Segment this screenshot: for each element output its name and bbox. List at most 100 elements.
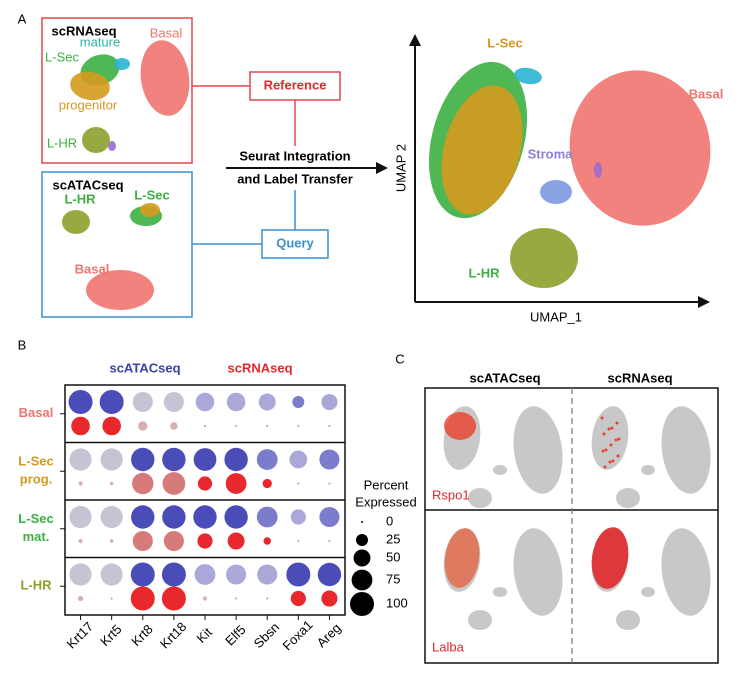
label: 0 xyxy=(386,513,393,528)
dot xyxy=(69,448,92,471)
dot xyxy=(328,482,331,485)
dot xyxy=(319,506,340,528)
dot xyxy=(100,563,123,586)
label: 50 xyxy=(386,549,400,564)
arrow-head xyxy=(698,296,710,308)
cell-cluster xyxy=(513,406,563,494)
arrow-head xyxy=(409,34,421,46)
cell-cluster xyxy=(82,127,110,153)
cell-cluster xyxy=(70,71,110,101)
dot xyxy=(69,563,92,586)
cell xyxy=(609,443,613,447)
label: Basal xyxy=(689,86,724,101)
dot xyxy=(292,396,305,408)
cell-cluster xyxy=(493,465,507,475)
dot xyxy=(162,447,186,472)
dot xyxy=(132,530,153,552)
dot xyxy=(131,447,155,472)
dot xyxy=(130,562,155,587)
cell-cluster xyxy=(616,610,640,630)
dot xyxy=(193,448,217,471)
label: L-HR xyxy=(20,578,52,593)
dot xyxy=(132,472,154,495)
label: Basal xyxy=(75,261,110,276)
dot xyxy=(263,537,272,545)
label: scATACseq xyxy=(52,177,123,192)
cell-cluster xyxy=(468,488,492,508)
dot xyxy=(68,390,93,414)
arrow-head xyxy=(376,162,388,174)
dot xyxy=(161,586,186,611)
dot xyxy=(131,505,155,529)
label: and Label Transfer xyxy=(237,171,353,186)
cell-cluster xyxy=(510,228,578,288)
cell-cluster xyxy=(591,406,629,470)
label: progenitor xyxy=(59,97,118,112)
label: scRNAseq xyxy=(51,23,116,38)
label: Query xyxy=(276,235,314,250)
label: Rspo1 xyxy=(432,487,470,502)
text-backdrop xyxy=(228,149,362,163)
cell xyxy=(602,432,606,436)
cell xyxy=(614,438,618,442)
dot xyxy=(161,562,186,587)
dot xyxy=(258,393,276,411)
dot xyxy=(290,509,306,525)
dot xyxy=(100,505,123,529)
dot xyxy=(297,424,300,428)
cell-cluster xyxy=(140,40,190,116)
label: Expressed xyxy=(355,494,416,509)
cell-cluster xyxy=(616,488,640,508)
legend-dot xyxy=(351,569,373,591)
cell xyxy=(601,449,605,453)
label: 75 xyxy=(386,571,400,586)
label: Stroma xyxy=(528,146,574,161)
dot xyxy=(321,393,338,411)
dot xyxy=(102,416,121,436)
cell xyxy=(611,459,615,463)
label: mat. xyxy=(23,529,50,544)
dot xyxy=(197,533,213,549)
dot xyxy=(194,564,216,585)
cell-cluster xyxy=(493,587,507,597)
cell-cluster xyxy=(108,141,116,151)
dot xyxy=(163,530,184,552)
cell-cluster xyxy=(661,406,711,494)
dot xyxy=(203,424,207,428)
dot xyxy=(132,391,153,413)
dot xyxy=(163,391,184,413)
dot xyxy=(262,478,272,489)
dot xyxy=(321,590,338,607)
cell-cluster xyxy=(540,180,572,204)
dot xyxy=(109,539,114,543)
label: A xyxy=(18,11,27,26)
label: Lalba xyxy=(432,639,465,654)
cell xyxy=(615,421,619,425)
dot xyxy=(224,505,248,529)
dot xyxy=(317,562,342,587)
label: L-Sec xyxy=(487,35,522,50)
label: L-HR xyxy=(468,265,500,280)
dot xyxy=(256,449,278,470)
cell-cluster xyxy=(594,162,602,178)
query-box xyxy=(261,229,329,259)
cell-cluster xyxy=(514,67,542,85)
dot xyxy=(224,447,248,472)
label: scRNAseq xyxy=(227,360,292,375)
label: L-HR xyxy=(47,135,77,150)
dot xyxy=(328,539,331,543)
cell xyxy=(617,437,621,441)
label: Reference xyxy=(264,77,327,92)
dot xyxy=(328,424,331,428)
dot xyxy=(193,505,217,529)
dot xyxy=(297,539,300,543)
reference-box xyxy=(249,71,341,101)
label: scATACseq xyxy=(109,360,180,375)
legend-dot xyxy=(353,549,371,567)
cell-cluster xyxy=(661,528,711,616)
dot xyxy=(197,476,213,491)
legend-dot xyxy=(356,534,368,546)
cell xyxy=(600,416,604,420)
label: Percent xyxy=(364,477,409,492)
